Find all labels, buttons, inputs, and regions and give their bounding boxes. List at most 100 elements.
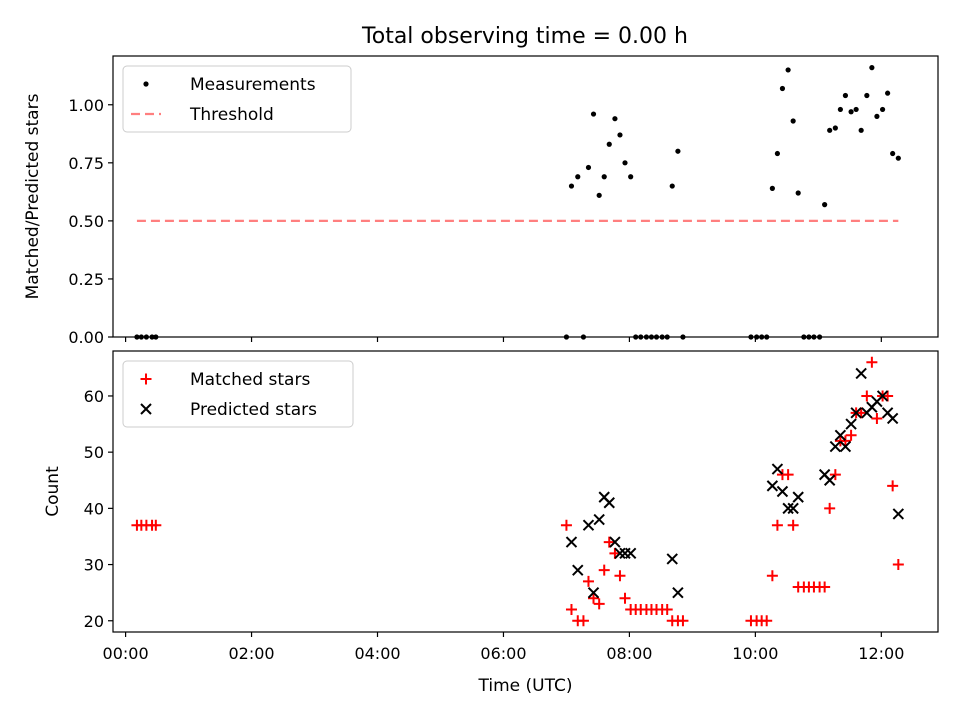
predicted-star-point [782,502,794,515]
legend-label: Threshold [189,105,274,125]
predicted-star-point [565,536,578,548]
measurement-point [612,116,618,122]
measurement-point [853,106,859,113]
predicted-star-point [572,564,584,576]
y-tick-label: 50 [84,443,104,462]
measurement-point [895,155,901,161]
measurement-point [575,174,581,180]
predicted-star-point [834,429,847,442]
predicted-star-point [582,519,595,531]
matched-star-point [892,559,904,571]
matched-star-point [861,390,873,402]
matched-star-point [824,502,836,514]
x-tick-label: 12:00 [858,644,904,663]
legend-label: Measurements [190,75,316,95]
predicted-star-point [776,485,789,498]
matched-star-point [661,604,673,616]
measurement-point [832,125,838,131]
predicted-star-point [587,586,600,599]
matched-star-point [766,570,778,582]
matched-star-point [887,480,899,492]
y-axis-label: Count [43,466,63,517]
matched-star-point [593,598,605,610]
x-tick-label: 02:00 [228,644,274,663]
matched-star-point [871,412,883,424]
measurement-point [842,92,849,99]
legend-label: Matched stars [190,370,310,390]
measurement-point [779,85,786,92]
axes-frame [112,350,939,633]
measurement-point [585,164,592,171]
predicted-star-point [666,553,678,565]
measurement-point [596,192,602,198]
predicted-star-point [886,412,899,425]
matched-star-point [782,469,794,481]
y-tick-label: 0.00 [68,328,104,347]
measurement-point [837,106,843,113]
matched-star-point [565,604,577,616]
matched-star-point [839,435,851,447]
matched-star-point [845,429,857,441]
matched-star-point [619,592,631,604]
matched-star-point [614,570,626,582]
predicted-star-point [672,586,684,599]
measurement-point [848,109,854,115]
axes-frame [112,55,939,338]
legend: Measurements Threshold [122,65,352,133]
measurement-point [568,183,575,189]
measurement-point [669,183,675,189]
matched-star-point [771,519,783,531]
predicted-star-point [766,480,779,492]
predicted-star-point [823,474,836,486]
matched-star-point [150,519,162,531]
measurement-point [617,132,623,138]
measurement-point [822,202,828,208]
predicted-star-point [876,390,889,402]
matched-star-point [598,564,610,576]
matched-star-point [582,575,594,587]
matched-star-point [829,469,841,481]
predicted-star-point [792,491,804,503]
y-tick-label: 60 [84,387,104,406]
measurement-point [606,141,612,147]
measurement-point [622,160,628,166]
measurement-point [601,174,607,180]
measurement-point [790,118,796,124]
predicted-star-point [593,513,605,526]
y-axis-label: Matched/Predicted stars [23,93,43,299]
y-tick-label: 0.50 [68,212,104,231]
matched-star-point [866,356,878,368]
legend: Matched stars Predicted stars [122,360,354,428]
measurement-point [774,150,781,157]
matched-star-point [677,615,689,627]
matched-star-point [761,615,773,627]
legend-plus-marker [140,373,152,385]
measurement-point [864,92,870,99]
y-tick-label: 1.00 [68,96,104,115]
predicted-star-point [892,508,905,520]
predicted-star-point [845,418,857,430]
y-tick-label: 20 [84,612,104,631]
matched-star-point [787,519,799,531]
predicted-star-point [609,536,621,548]
legend-label: Predicted stars [190,400,317,420]
predicted-star-point [855,367,867,380]
predicted-star-point [787,502,799,515]
measurement-point [879,106,886,113]
measurement-point [628,174,634,180]
x-tick-label: 10:00 [732,644,778,663]
bottom-panel: 20 30 40 50 60 00:00 02:00 04:00 06:00 08:00 10:00… [43,350,939,696]
top-panel: 0.00 0.25 0.50 0.75 1.00 Matched/Predicted st… [23,55,939,347]
measurement-point [675,148,681,154]
measurement-point [827,127,833,133]
measurement-point [869,65,875,71]
measurement-point [785,67,791,73]
predicted-star-point [603,497,615,509]
predicted-star-point [771,463,784,475]
legend-x-marker [140,403,152,415]
x-tick-label: 06:00 [480,644,526,663]
legend-box [122,360,354,428]
matched-star-point [560,519,572,531]
measurement-point [874,113,880,119]
